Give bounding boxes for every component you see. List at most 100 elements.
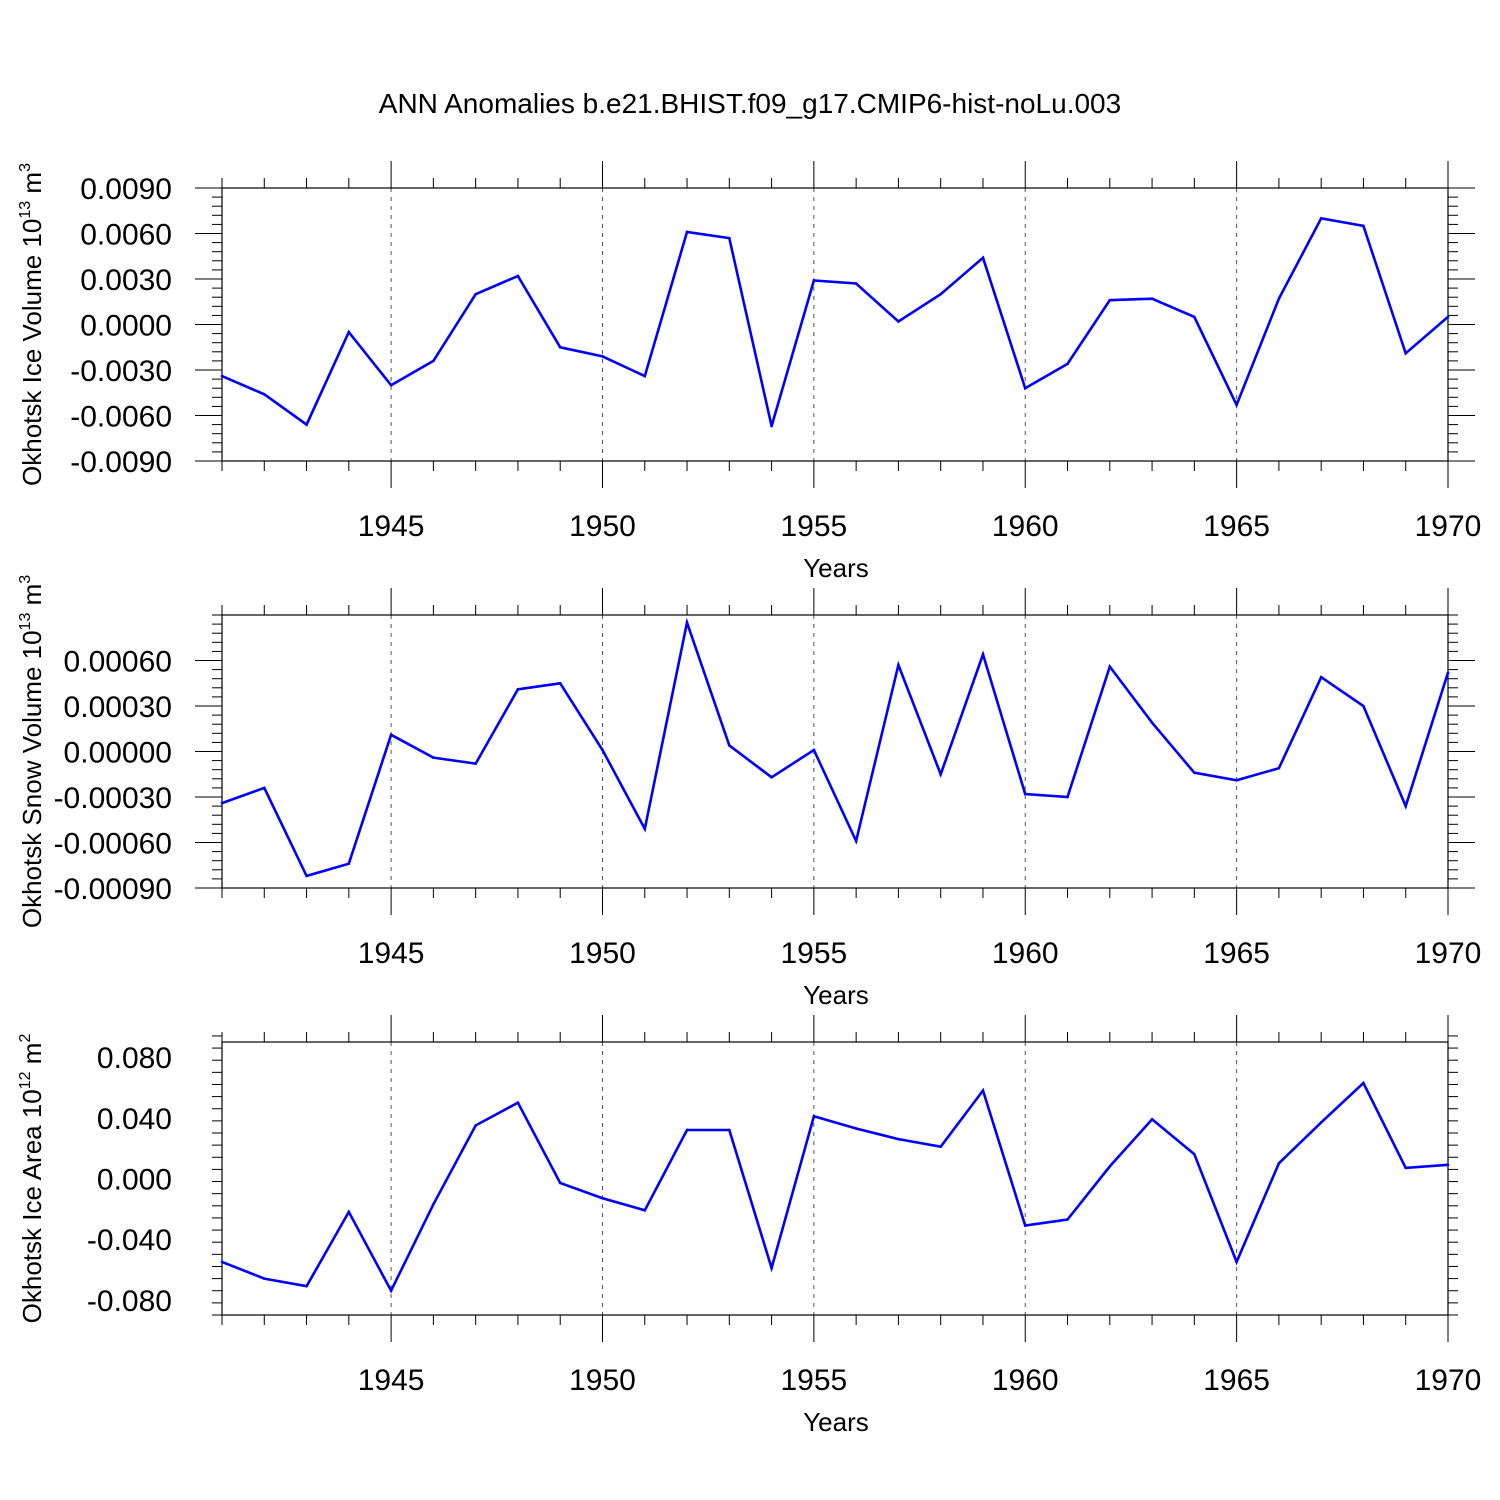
- series-line: [221, 216, 1449, 427]
- x-tick-label: 1955: [780, 937, 847, 970]
- data-point: [1235, 1260, 1238, 1264]
- y-tick-label: 0.000: [97, 1164, 172, 1197]
- y-axis-label-text: Okhotsk Ice Volume 10: [17, 219, 47, 486]
- data-point: [1150, 297, 1154, 301]
- data-point: [1066, 362, 1069, 366]
- y-axis-label-text: m: [17, 584, 47, 613]
- data-point: [897, 663, 900, 667]
- data-point: [1277, 766, 1281, 770]
- data-point: [262, 786, 266, 790]
- data-point: [1319, 1121, 1323, 1124]
- data-point: [220, 801, 224, 805]
- x-axis-label: Years: [803, 980, 869, 1010]
- data-point: [1193, 1152, 1196, 1156]
- data-point: [812, 1115, 816, 1118]
- y-axis-label-superscript: 2: [17, 1034, 34, 1043]
- data-point: [812, 279, 816, 282]
- x-tick-label: 1945: [358, 1364, 425, 1397]
- data-point: [685, 621, 689, 624]
- y-axis-label: Okhotsk Snow Volume 1013 m3: [17, 575, 47, 928]
- x-tick-label: 1970: [1415, 1364, 1482, 1397]
- data-point: [516, 688, 520, 691]
- data-point: [1404, 1166, 1408, 1170]
- data-point: [516, 1101, 520, 1104]
- y-tick-label: 0.00030: [64, 691, 172, 724]
- data-point: [728, 1128, 731, 1132]
- data-point: [854, 839, 858, 843]
- data-point: [1023, 792, 1027, 796]
- y-axis-label-superscript: 3: [17, 575, 34, 584]
- y-axis-label-superscript: 13: [17, 613, 34, 631]
- data-point: [601, 355, 604, 358]
- data-point: [1362, 1081, 1365, 1085]
- data-point: [854, 1127, 858, 1130]
- data-point: [347, 330, 351, 334]
- y-tick-label: -0.00060: [54, 828, 172, 861]
- data-point: [1150, 721, 1154, 724]
- data-point: [1319, 675, 1323, 679]
- x-tick-label: 1960: [992, 1364, 1059, 1397]
- data-point: [558, 681, 562, 685]
- data-point: [1362, 224, 1365, 228]
- y-axis-label-superscript: 13: [17, 201, 34, 219]
- data-point: [854, 282, 858, 285]
- x-tick-label: 1965: [1203, 510, 1270, 543]
- data-point: [1150, 1118, 1154, 1121]
- y-tick-label: 0.00060: [64, 646, 172, 679]
- data-point: [389, 383, 393, 387]
- data-point: [1066, 1218, 1069, 1221]
- data-point: [347, 862, 351, 866]
- data-point: [220, 374, 224, 378]
- data-point: [1277, 297, 1281, 301]
- y-axis-label-text: m: [17, 1043, 47, 1072]
- data-point: [939, 1145, 942, 1148]
- y-tick-label: -0.0090: [70, 446, 172, 479]
- data-point: [1446, 671, 1450, 674]
- data-point: [432, 359, 435, 363]
- data-point: [1404, 804, 1408, 808]
- data-point: [1108, 665, 1112, 668]
- data-point: [432, 1202, 435, 1206]
- data-point: [1404, 352, 1408, 355]
- data-point: [1108, 298, 1112, 302]
- data-point: [981, 256, 985, 260]
- y-tick-label: -0.00030: [54, 782, 172, 815]
- chart-panel-1: -0.0090 -0.0060 -0.0030 0.0000 0.0030 0.0060 0…: [17, 161, 1481, 583]
- data-point: [728, 236, 731, 240]
- y-tick-label: -0.0030: [70, 355, 172, 388]
- data-point: [305, 874, 308, 878]
- chart-panel-3: -0.080 -0.040 0.000 0.040 0.080 1945 1950 1955 1…: [17, 1015, 1481, 1437]
- data-point: [1277, 1162, 1281, 1165]
- data-point: [1066, 795, 1069, 799]
- x-tick-label: 1970: [1415, 510, 1482, 543]
- data-point: [897, 320, 900, 323]
- data-point: [1235, 403, 1238, 407]
- data-point: [389, 1289, 393, 1293]
- x-axis-label: Years: [803, 1407, 869, 1437]
- y-tick-label: 0.0030: [80, 264, 172, 297]
- data-point: [474, 762, 477, 765]
- data-point: [685, 230, 689, 234]
- x-tick-label: 1965: [1203, 937, 1270, 970]
- data-point: [558, 345, 562, 349]
- data-point: [939, 292, 942, 296]
- data-point: [1193, 771, 1196, 775]
- data-point: [1446, 1163, 1450, 1167]
- y-axis-label-superscript: 12: [17, 1071, 34, 1089]
- data-point: [897, 1137, 900, 1141]
- data-point: [262, 1277, 266, 1280]
- data-point: [981, 1089, 985, 1092]
- y-tick-label: -0.040: [87, 1224, 172, 1257]
- data-point: [643, 374, 647, 378]
- data-point: [1446, 315, 1450, 319]
- figure-title: ANN Anomalies b.e21.BHIST.f09_g17.CMIP6-…: [379, 88, 1121, 119]
- x-tick-label: 1955: [780, 1364, 847, 1397]
- y-axis-label-superscript: 3: [17, 163, 34, 172]
- x-tick-label: 1955: [780, 510, 847, 543]
- y-tick-label: -0.080: [87, 1285, 172, 1318]
- plot-frame: [221, 614, 1449, 889]
- data-point: [812, 748, 816, 752]
- data-point: [558, 1181, 562, 1185]
- y-tick-label: -0.0060: [70, 401, 172, 434]
